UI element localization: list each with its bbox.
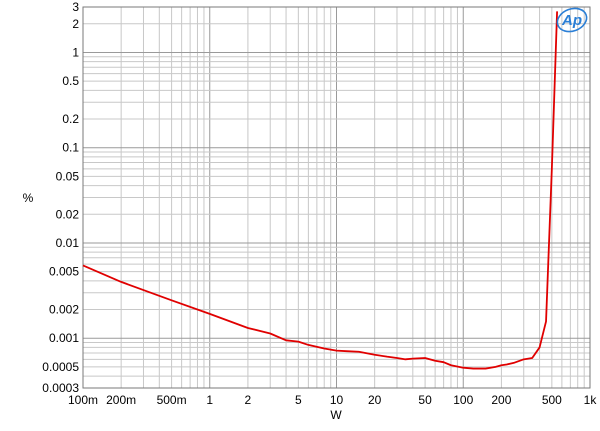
y-tick-label: 1 xyxy=(72,45,79,59)
y-tick-label: 0.002 xyxy=(49,303,79,317)
y-tick-label: 0.01 xyxy=(56,236,80,250)
y-tick-label: 0.2 xyxy=(62,112,79,126)
grid xyxy=(82,6,590,389)
y-tick-label: 0.005 xyxy=(49,265,79,279)
y-tick-label: 0.5 xyxy=(62,74,79,88)
x-tick-label: 2 xyxy=(245,393,252,407)
y-tick-label: 3 xyxy=(72,0,79,14)
y-tick-labels: 3 2 1 0.5 0.2 0.1 0.05 0.02 0.01 0.005 0.002 0.001 0… xyxy=(42,0,79,395)
x-tick-label: 20 xyxy=(368,393,382,407)
y-tick-label: 0.05 xyxy=(56,169,80,183)
x-tick-label: 500m xyxy=(157,393,187,407)
ap-logo-text: Ap xyxy=(561,12,582,29)
x-tick-label: 1 xyxy=(206,393,213,407)
x-tick-label: 50 xyxy=(418,393,432,407)
y-tick-label: 2 xyxy=(72,17,79,31)
y-tick-label: 0.001 xyxy=(49,331,79,345)
y-tick-label: 0.1 xyxy=(62,141,79,155)
x-axis-label: W xyxy=(330,408,342,422)
x-tick-label: 500 xyxy=(542,393,562,407)
ap-logo-swoosh xyxy=(556,7,588,33)
x-tick-label: 200 xyxy=(491,393,511,407)
y-axis-label: % xyxy=(23,191,34,205)
ap-logo: Ap xyxy=(556,7,588,33)
y-tick-label: 0.02 xyxy=(56,207,80,221)
x-tick-label: 100m xyxy=(68,393,98,407)
x-tick-label: 1k xyxy=(584,393,598,407)
x-tick-label: 100 xyxy=(453,393,473,407)
x-tick-label: 5 xyxy=(295,393,302,407)
series-layer xyxy=(82,11,558,370)
x-tick-labels: 100m 200m 500m 1 2 5 10 20 50 100 200 500 1k xyxy=(68,393,597,407)
x-tick-label: 200m xyxy=(106,393,136,407)
plot-border xyxy=(82,6,591,389)
y-tick-label: 0.0003 xyxy=(42,381,79,395)
x-tick-label: 10 xyxy=(330,393,344,407)
y-tick-label: 0.0005 xyxy=(42,360,79,374)
series-line xyxy=(82,11,558,370)
